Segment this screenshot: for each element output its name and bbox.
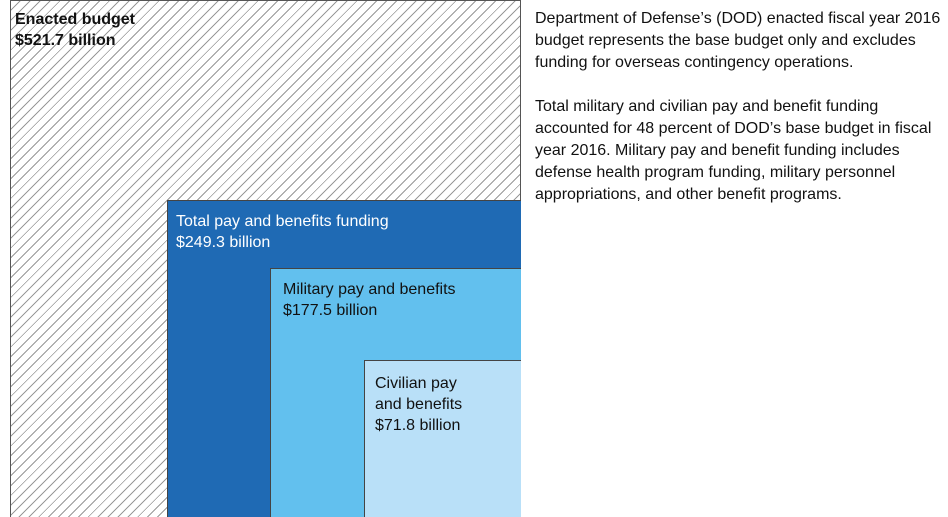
note: Department of Defense’s (DOD) enacted fi…	[535, 10, 941, 71]
label: Total pay and benefits funding	[176, 213, 389, 230]
box-label: Enacted budget $521.7 billion	[15, 9, 135, 51]
notes: Department of Defense’s (DOD) enacted fi…	[535, 8, 947, 228]
box-label: Total pay and benefits funding $249.3 bil…	[176, 211, 389, 253]
amount: $521.7 billion	[15, 32, 116, 49]
box-label: Military pay and benefits $177.5 billion	[283, 279, 456, 321]
label: Enacted budget	[15, 11, 136, 28]
label: Civilian pay and benefits	[375, 375, 463, 413]
amount: $249.3 billion	[176, 234, 271, 251]
label: Military pay and benefits	[283, 281, 456, 298]
amount: $71.8 billion	[375, 417, 461, 434]
civilian-box: Civilian pay and benefits $71.8 billion	[364, 360, 521, 517]
note: Total military and civilian pay and bene…	[535, 98, 932, 203]
box-label: Civilian pay and benefits $71.8 billion	[375, 373, 485, 436]
amount: $177.5 billion	[283, 302, 378, 319]
